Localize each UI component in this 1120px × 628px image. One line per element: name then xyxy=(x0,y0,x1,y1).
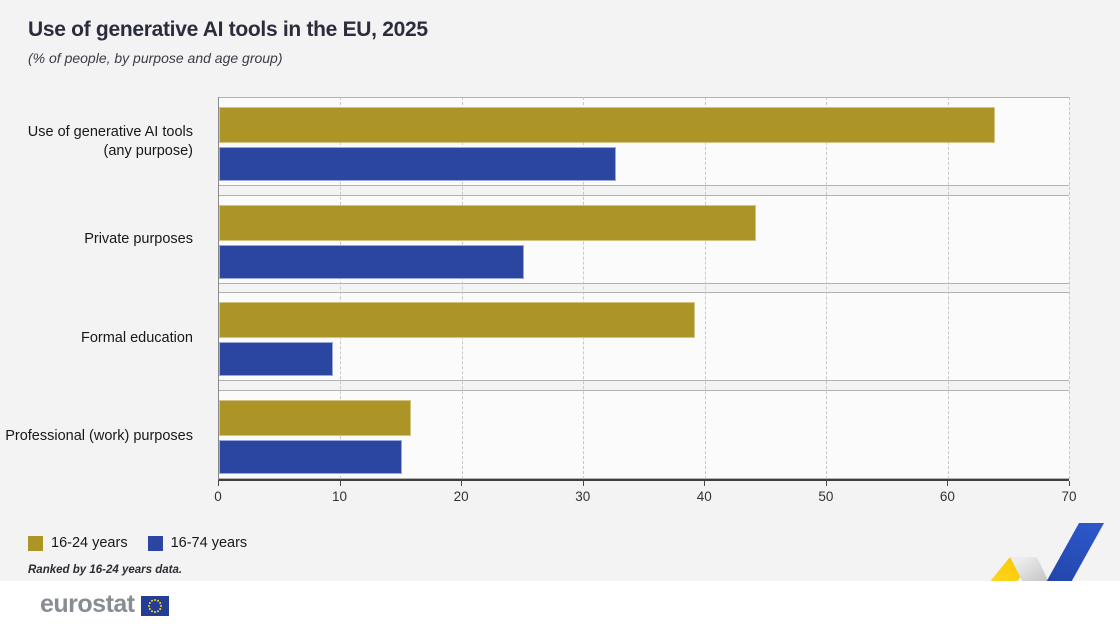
gridline xyxy=(1069,97,1070,479)
bar-16-74-years xyxy=(219,244,524,279)
bar-16-74-years xyxy=(219,147,617,181)
eurostat-logo-text: eurostat xyxy=(40,590,135,618)
category-band xyxy=(219,292,1069,382)
legend-label: 16-74 years xyxy=(170,535,248,551)
footnote: Ranked by 16-24 years data. xyxy=(28,564,183,576)
bar-16-24-years xyxy=(219,302,695,339)
axis-tick-label: 50 xyxy=(818,489,834,504)
gridline xyxy=(704,97,706,479)
axis-tick-mark xyxy=(947,481,949,486)
legend-swatch xyxy=(147,535,163,551)
footer-strip: eurostat xyxy=(0,581,1120,628)
axis-tick-label: 40 xyxy=(696,489,712,504)
category-label: Formal education xyxy=(80,329,193,346)
axis-tick-mark xyxy=(218,481,219,486)
gridline xyxy=(461,97,463,479)
axis-tick-label: 0 xyxy=(214,489,222,504)
chart-title: Use of generative AI tools in the EU, 20… xyxy=(28,18,428,41)
axis-tick-label: 30 xyxy=(575,489,591,504)
axis-tick-label: 70 xyxy=(1061,489,1077,504)
gridline xyxy=(826,97,828,479)
axis-tick-mark xyxy=(825,481,827,486)
category-band xyxy=(219,97,1069,186)
eurostat-logo: eurostat xyxy=(40,590,169,619)
bar-16-74-years xyxy=(219,342,334,377)
category-label: Use of generative AI tools (any purpose) xyxy=(27,123,193,159)
bar-16-24-years xyxy=(219,107,995,143)
x-axis-tick-labels: 0 10 20 30 40 50 60 70 xyxy=(214,481,1077,507)
axis-tick-mark xyxy=(461,481,463,486)
axis-tick-label: 60 xyxy=(939,489,955,504)
axis-tick-label: 20 xyxy=(453,489,469,504)
bar-16-24-years xyxy=(219,399,411,436)
plot-area xyxy=(218,97,1070,481)
axis-tick-mark xyxy=(339,481,341,486)
legend-item: 16-24 years xyxy=(28,535,128,551)
gridline xyxy=(340,97,342,479)
chart-subtitle: (% of people, by purpose and age group) xyxy=(28,50,283,66)
category-bands xyxy=(219,97,1069,479)
gridline xyxy=(947,97,949,479)
axis-tick-mark xyxy=(704,481,706,486)
category-label: Private purposes xyxy=(84,231,193,248)
bar-16-74-years xyxy=(219,439,403,474)
category-label: Professional (work) purposes xyxy=(5,428,193,445)
legend-swatch xyxy=(28,535,43,551)
category-labels: Use of generative AI tools (any purpose)… xyxy=(0,97,206,481)
eu-flag-icon xyxy=(140,596,169,616)
legend-label: 16-24 years xyxy=(51,535,128,551)
axis-tick-mark xyxy=(1069,481,1070,486)
legend-item: 16-74 years xyxy=(147,535,248,551)
legend: 16-24 years 16-74 years xyxy=(28,535,247,551)
bar-16-24-years xyxy=(219,204,756,241)
category-band xyxy=(219,389,1069,479)
category-band xyxy=(219,194,1069,284)
axis-tick-label: 10 xyxy=(332,489,348,504)
gridline xyxy=(583,97,585,479)
axis-tick-mark xyxy=(582,481,584,486)
